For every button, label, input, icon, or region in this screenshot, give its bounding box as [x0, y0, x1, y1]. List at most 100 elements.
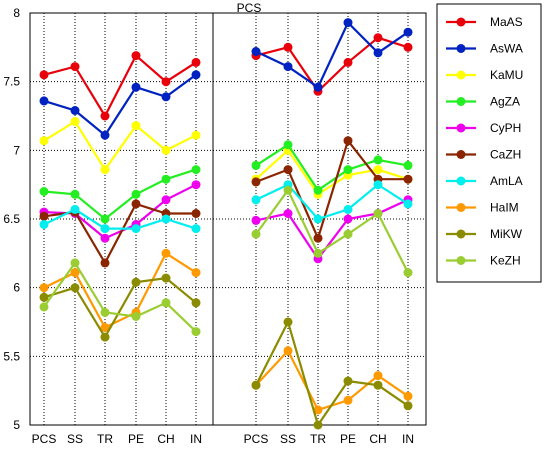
data-point: [313, 233, 323, 243]
data-point: [161, 214, 171, 224]
legend-label: MaAS: [490, 15, 523, 29]
series-line: [43, 260, 197, 333]
data-point: [191, 298, 201, 308]
data-point: [251, 380, 261, 390]
series-line: [255, 183, 409, 221]
series-MiKW: [39, 273, 413, 430]
data-point: [70, 204, 80, 214]
data-point: [161, 298, 171, 308]
data-point: [39, 220, 49, 229]
data-point: [283, 42, 293, 52]
data-point: [191, 130, 201, 140]
legend-label: CyPH: [490, 121, 521, 135]
data-point: [373, 380, 383, 390]
data-point: [313, 248, 323, 258]
data-point: [39, 292, 49, 302]
series-line: [255, 143, 409, 192]
data-point: [70, 268, 80, 278]
data-point: [191, 224, 201, 234]
x-tick-label: CH: [369, 432, 386, 446]
series-line: [255, 319, 409, 428]
series-AmLA: [39, 180, 413, 234]
data-point: [161, 77, 171, 87]
data-point: [131, 121, 141, 131]
legend-swatch-marker: [456, 44, 466, 53]
x-tick-label: TR: [97, 432, 113, 446]
data-point: [251, 195, 261, 205]
x-tick-label: IN: [402, 432, 414, 446]
legend-entry: AsWA: [446, 42, 523, 56]
series-line: [255, 188, 409, 274]
data-point: [251, 160, 261, 170]
data-point: [403, 401, 413, 411]
data-point: [343, 229, 353, 239]
data-point: [251, 177, 261, 187]
legend-label: AgZA: [490, 95, 520, 109]
series-line: [43, 53, 197, 119]
data-point: [343, 214, 353, 224]
data-point: [313, 420, 323, 430]
data-point: [131, 51, 141, 61]
legend-entry: AmLA: [446, 174, 523, 188]
y-tick-label: 5: [13, 418, 20, 432]
data-point: [39, 70, 49, 80]
data-point: [283, 317, 293, 327]
data-point: [100, 323, 110, 332]
data-point: [161, 248, 171, 258]
axis-layer: 5 5.5 6 6.5 7 7.5 8 PCS SS TR PE CH IN PCS SS TR PE CH IN: [3, 6, 414, 446]
data-point: [191, 268, 201, 278]
data-point: [373, 165, 383, 175]
data-point: [373, 155, 383, 165]
data-point: [403, 391, 413, 401]
series-layer: [39, 18, 413, 430]
series-line: [43, 73, 197, 137]
x-tick-label: PE: [340, 432, 356, 446]
x-tick-label: PCS: [244, 432, 269, 446]
data-point: [343, 395, 353, 405]
legend-entry: CyPH: [446, 121, 521, 135]
legend-entry: MaAS: [446, 15, 523, 29]
series-line: [43, 208, 197, 230]
data-point: [131, 82, 141, 92]
series-line: [255, 36, 409, 93]
series-line: [43, 276, 197, 340]
legend-swatch-marker: [456, 176, 466, 186]
data-point: [161, 195, 171, 205]
data-point: [191, 327, 201, 337]
data-point: [70, 189, 80, 199]
legend-entry: KaMU: [446, 68, 523, 82]
data-point: [403, 160, 413, 170]
data-point: [131, 199, 141, 209]
data-point: [131, 189, 141, 199]
data-point: [70, 62, 80, 72]
data-point: [313, 185, 323, 195]
grid-layer: [30, 13, 426, 425]
legend-box: [436, 3, 542, 283]
series-AgZA: [39, 140, 413, 224]
data-point: [39, 283, 49, 293]
legend-entry: HaIM: [446, 201, 519, 215]
data-point: [100, 165, 110, 175]
data-point: [100, 214, 110, 224]
data-point: [343, 376, 353, 386]
legend-swatch-marker: [456, 229, 466, 239]
legend-entry: AgZA: [446, 95, 520, 109]
data-point: [373, 180, 383, 190]
series-line: [43, 119, 197, 172]
data-point: [283, 140, 293, 150]
legend-swatch-marker: [456, 203, 466, 212]
data-point: [70, 117, 80, 126]
data-point: [39, 211, 49, 221]
legend-label: HaIM: [490, 201, 519, 215]
data-point: [373, 33, 383, 43]
legend-swatch-marker: [456, 17, 466, 27]
data-point: [403, 42, 413, 52]
legend-swatch-marker: [456, 150, 466, 159]
x-tick-label: SS: [67, 432, 83, 446]
data-point: [100, 224, 110, 234]
series-KeZH: [39, 185, 413, 337]
series-line: [255, 20, 409, 89]
x-tick-label: CH: [157, 432, 174, 446]
legend-swatch-marker: [456, 97, 466, 106]
